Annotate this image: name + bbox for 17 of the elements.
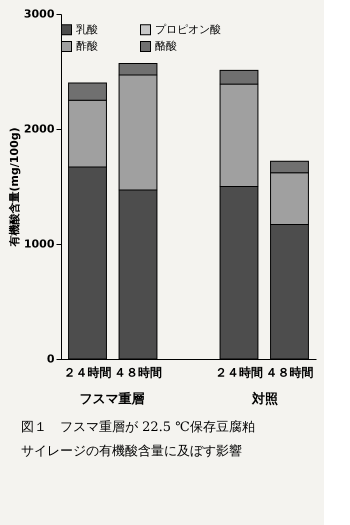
x-tick-label: ４８時間 xyxy=(265,366,314,380)
legend-label: 酢酸 xyxy=(76,40,98,52)
text: フスマ重層 xyxy=(80,391,144,407)
y-tick-label: 1000 xyxy=(24,238,55,250)
x-tick-label: ２４時間 xyxy=(214,366,263,380)
legend-label: プロピオン酸 xyxy=(155,22,221,36)
y-tick-label: 2000 xyxy=(24,122,55,136)
legend-label: 酪酸 xyxy=(155,40,177,52)
x-tick-label: ２４時間 xyxy=(64,366,112,380)
legend-label: 乳酸 xyxy=(76,22,98,36)
y-axis-title: 有機酸含量(mg/100g) xyxy=(8,127,21,248)
text: 対照 xyxy=(251,391,278,407)
x-tick-label: ４８時間 xyxy=(114,366,162,380)
text: サイレージの有機酸含量に及ぼす影響 xyxy=(21,444,242,459)
caption: 図１ フスマ重層が 22.5 ℃保存豆腐粕 xyxy=(21,420,255,435)
y-tick-label: 0 xyxy=(46,352,55,366)
y-tick-label: 3000 xyxy=(24,8,55,20)
